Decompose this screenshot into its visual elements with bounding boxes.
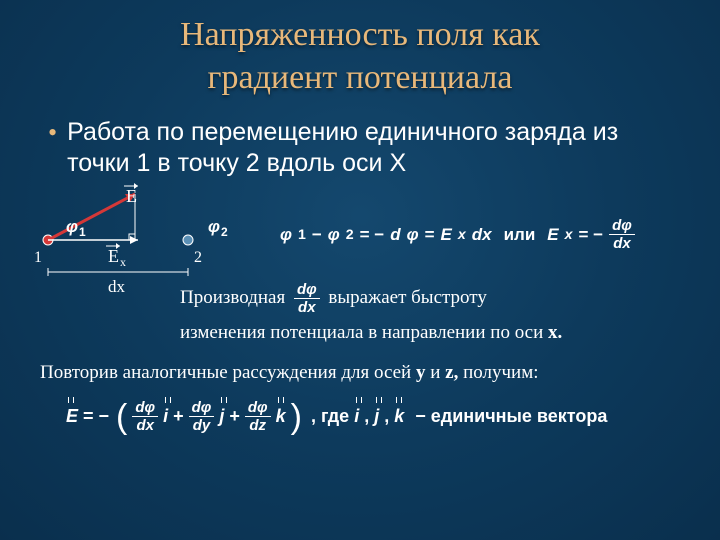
mid-fden: dx xyxy=(295,299,319,315)
eq2-f3n: dφ xyxy=(245,400,271,417)
mid-t2: выражает быстроту xyxy=(328,287,486,308)
svg-text:φ: φ xyxy=(66,217,78,236)
mid-t1: Производная xyxy=(180,287,285,308)
eq1-phi: φ xyxy=(407,225,419,245)
eq1-phi1: φ xyxy=(280,225,292,245)
eq1-or: или xyxy=(504,225,536,245)
eq2-c2: , xyxy=(384,406,389,427)
eq1-sub2: 2 xyxy=(346,227,354,243)
eq2-f2n: dφ xyxy=(189,400,215,417)
eq1-Ex2sub: x xyxy=(565,227,573,243)
eq1-eq2: = xyxy=(425,225,435,245)
svg-text:dx: dx xyxy=(108,277,126,296)
bullet-text: Работа по перемещению единичного заряда … xyxy=(67,117,680,180)
svg-text:2: 2 xyxy=(194,249,202,266)
eq1-d: d xyxy=(390,225,400,245)
eq2-f1d: dx xyxy=(133,417,157,433)
rep-b: получим: xyxy=(458,362,538,383)
derivative-explain-1: Производная dφ dx выражает быстроту xyxy=(180,282,710,315)
eq2-j: j xyxy=(219,406,224,427)
eq1-minus: − xyxy=(312,225,322,245)
svg-text:1: 1 xyxy=(34,249,42,266)
eq1-dx: dx xyxy=(472,225,492,245)
eq1-phi2: φ xyxy=(328,225,340,245)
eq2-iv: i xyxy=(354,406,359,427)
svg-text:E: E xyxy=(108,246,119,266)
eq2-f1n: dφ xyxy=(132,400,158,417)
repeat-text: Повторив аналогичные рассуждения для осе… xyxy=(40,362,539,384)
svg-text:x: x xyxy=(120,255,126,269)
svg-text:1: 1 xyxy=(79,225,86,239)
eq1-Exsub: x xyxy=(458,227,466,243)
eq1-Ex2: E xyxy=(547,225,558,245)
eq2-where: , где xyxy=(311,406,349,427)
mid-fnum: dφ xyxy=(294,282,320,299)
derivative-explain-2: изменения потенциала в направлении по ос… xyxy=(180,322,562,344)
eq2-E: E xyxy=(66,406,78,427)
bullet-marker: • xyxy=(48,117,57,148)
title-line1: Напряженность поля как xyxy=(180,16,540,53)
eq2-f3d: dz xyxy=(246,417,269,433)
eq1-fnum: dφ xyxy=(609,218,635,235)
eq2-jv: j xyxy=(374,406,379,427)
equation-phi-diff: φ1 − φ2 = −dφ = Exdx или Ex = − dφ dx xyxy=(280,218,635,251)
rep-a: Повторив аналогичные рассуждения для осе… xyxy=(40,362,416,383)
eq2-p1: + xyxy=(173,406,184,427)
eq1-eq: = − xyxy=(360,225,385,245)
eq2-c1: , xyxy=(364,406,369,427)
bullet-row: • Работа по перемещению единичного заряд… xyxy=(0,99,720,180)
equation-gradient: E = − ( dφ dx i + dφ dy j + dφ dz k ) , … xyxy=(66,400,607,433)
rep-mid: и xyxy=(425,362,445,383)
eq1-fden: dx xyxy=(610,235,634,251)
slide-title: Напряженность поля как градиент потенциа… xyxy=(0,0,720,99)
eq1-sub1: 1 xyxy=(298,227,306,243)
eq1-Ex: E xyxy=(441,225,452,245)
mid-t3b: x. xyxy=(548,322,562,343)
eq2-kv: k xyxy=(394,406,404,427)
eq1-eq3: = − xyxy=(579,225,604,245)
title-line2: градиент потенциала xyxy=(208,59,513,96)
mid-frac: dφ dx xyxy=(294,282,320,315)
svg-text:E: E xyxy=(126,186,137,206)
rep-z: z, xyxy=(445,362,458,383)
eq2-tail: − единичные вектора xyxy=(415,406,607,427)
svg-text:2: 2 xyxy=(221,225,228,239)
eq2-eqm: = − xyxy=(83,406,109,427)
eq2-f2: dφ dy xyxy=(189,400,215,433)
eq2-f3: dφ dz xyxy=(245,400,271,433)
eq2-i: i xyxy=(163,406,168,427)
eq2-f1: dφ dx xyxy=(132,400,158,433)
mid-t3a: изменения потенциала в направлении по ос… xyxy=(180,322,548,343)
eq2-k: k xyxy=(276,406,286,427)
eq2-f2d: dy xyxy=(190,417,214,433)
eq2-p2: + xyxy=(229,406,240,427)
svg-text:φ: φ xyxy=(208,217,220,236)
eq1-frac: dφ dx xyxy=(609,218,635,251)
